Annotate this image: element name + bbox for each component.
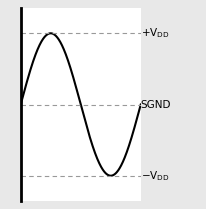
Text: $\mathregular{-V_{DD}}$: $\mathregular{-V_{DD}}$ bbox=[140, 169, 169, 183]
Text: $\mathregular{+V_{DD}}$: $\mathregular{+V_{DD}}$ bbox=[140, 26, 169, 40]
Text: SGND: SGND bbox=[140, 99, 170, 110]
